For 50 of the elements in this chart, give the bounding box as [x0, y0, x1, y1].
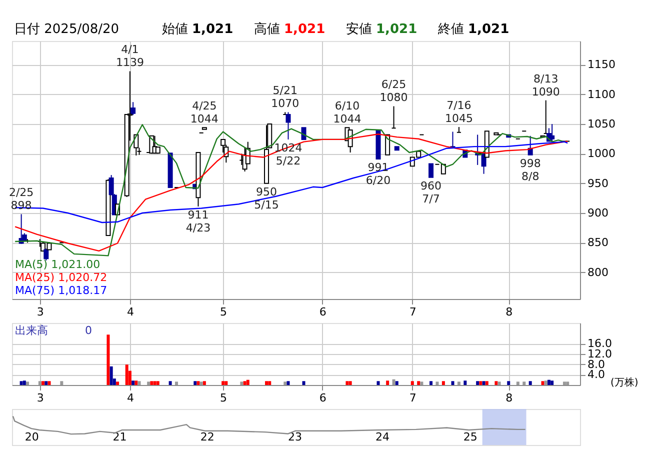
annotation: 6/25 1080	[380, 78, 408, 104]
y-axis-title: (万株)	[610, 376, 638, 388]
y-tick-label: 1100	[588, 88, 616, 101]
x-tick-label: 3	[36, 392, 44, 404]
y-tick-label: 850	[588, 236, 608, 250]
x-tick-label: 4	[126, 306, 134, 318]
x-tick-label: 25	[463, 430, 478, 444]
x-tick-label: 5	[220, 306, 228, 318]
y-tick-label: 950	[588, 176, 608, 190]
annotation: 950 5/15	[254, 185, 279, 212]
annotation: 8/13 1090	[532, 72, 560, 98]
text: 終値 1,021	[437, 22, 510, 37]
y-tick-label: 12.0	[588, 348, 612, 360]
chart-title: 日付 2025/08/20	[14, 22, 120, 37]
x-tick-label: 24	[376, 430, 390, 444]
x-tick-label: 7	[409, 392, 416, 404]
x-tick-label: 6	[319, 306, 326, 318]
x-tick-label: 3	[36, 306, 44, 318]
y-tick-label: 1050	[588, 118, 616, 131]
x-tick-label: 4	[126, 392, 134, 404]
text: MA(75) 1,018.17	[15, 284, 108, 297]
x-tick-label: 8	[506, 392, 513, 404]
text: 出来高 0	[15, 324, 92, 337]
y-tick-label: 900	[588, 206, 608, 220]
x-tick-label: 8	[506, 306, 513, 318]
series-label: MA(5) 1,021.00	[15, 258, 100, 271]
x-tick-label: 20	[24, 430, 39, 444]
y-tick-label: 4.0	[588, 368, 605, 382]
annotation: 991 6/20	[366, 161, 391, 188]
x-tick-label: 22	[200, 430, 214, 444]
annotation: 7/16 1045	[444, 99, 473, 125]
y-tick-label: 1150	[588, 58, 616, 72]
annotation: 998 8/8	[520, 156, 541, 183]
y-tick-label: 1000	[588, 147, 616, 160]
text: 高値 1,021	[254, 21, 326, 37]
y-tick-label: 8.0	[588, 358, 605, 371]
annotation: 911 4/23	[186, 208, 211, 234]
series-label: MA(25) 1,020.72	[15, 271, 108, 284]
x-tick-label: 6	[319, 392, 326, 404]
y-tick-label: 800	[588, 266, 608, 279]
x-tick-label: 5	[220, 392, 228, 404]
annotation: 6/10 1044	[333, 100, 362, 126]
annotation: 5/21 1070	[271, 84, 300, 110]
text: 始値 1,021	[162, 22, 234, 37]
annotation: 4/1 1139	[116, 43, 144, 70]
annotation: 4/25 1044	[190, 100, 218, 126]
y-tick-label: 16.0	[588, 337, 612, 350]
text: 安値 1,021	[346, 21, 418, 37]
annotation: 960 7/7	[420, 179, 442, 206]
x-tick-label: 7	[409, 306, 416, 318]
